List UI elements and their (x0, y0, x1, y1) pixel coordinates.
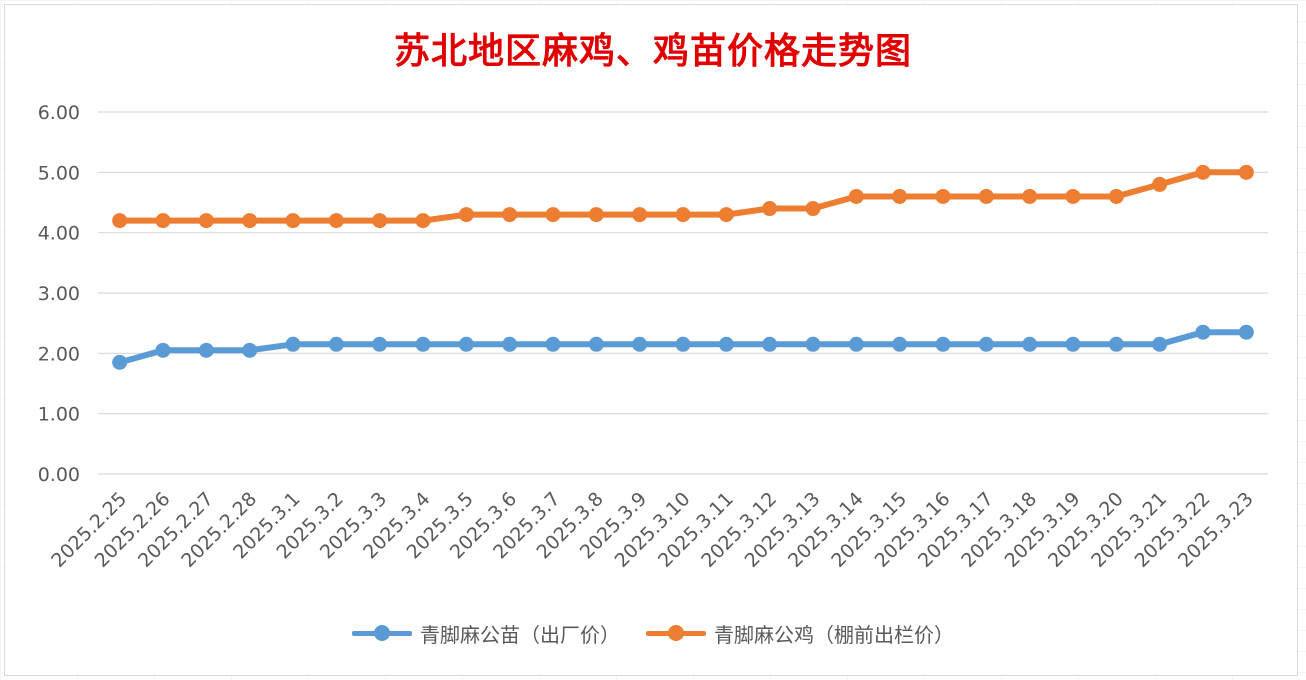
chart-area[interactable] (4, 4, 1298, 676)
data-point-s1-19 (935, 336, 951, 352)
data-point-s2-21 (1022, 188, 1038, 204)
data-point-s2-17 (848, 188, 864, 204)
data-point-s1-7 (415, 336, 431, 352)
data-point-s1-17 (848, 336, 864, 352)
y-tick-label-5: 5.00 (38, 162, 80, 184)
y-tick-label-6: 6.00 (38, 102, 80, 124)
data-point-s2-0 (112, 213, 128, 229)
data-point-s2-8 (458, 207, 474, 223)
data-point-s2-19 (935, 188, 951, 204)
data-point-s2-9 (502, 207, 518, 223)
legend-swatch-series-2 (646, 618, 706, 648)
data-point-s1-14 (718, 336, 734, 352)
chart-title: 苏北地区麻鸡、鸡苗价格走势图 (393, 30, 912, 72)
data-point-s1-24 (1152, 336, 1168, 352)
data-point-s2-5 (328, 213, 344, 229)
data-point-s2-11 (588, 207, 604, 223)
data-point-s2-26 (1238, 164, 1254, 180)
data-point-s1-25 (1195, 324, 1211, 340)
y-tick-label-1: 1.00 (38, 404, 80, 426)
y-tick-label-2: 2.00 (38, 343, 80, 365)
data-point-s2-18 (892, 188, 908, 204)
data-point-s1-20 (978, 336, 994, 352)
data-point-s2-1 (155, 213, 171, 229)
data-point-s1-18 (892, 336, 908, 352)
data-point-s1-16 (805, 336, 821, 352)
data-point-s1-15 (762, 336, 778, 352)
data-point-s1-23 (1108, 336, 1124, 352)
y-tick-label-4: 4.00 (38, 223, 80, 245)
data-point-s2-15 (762, 201, 778, 217)
data-point-s1-13 (675, 336, 691, 352)
data-point-s1-26 (1238, 324, 1254, 340)
data-point-s1-2 (198, 342, 214, 358)
data-point-s1-4 (285, 336, 301, 352)
data-point-s1-9 (502, 336, 518, 352)
data-point-s2-12 (632, 207, 648, 223)
data-point-s2-2 (198, 213, 214, 229)
data-point-s2-20 (978, 188, 994, 204)
data-point-s2-25 (1195, 164, 1211, 180)
legend: 青脚麻公苗（出厂价） 青脚麻公鸡（棚前出栏价） (0, 618, 1306, 648)
data-point-s1-12 (632, 336, 648, 352)
data-point-s1-10 (545, 336, 561, 352)
data-point-s1-5 (328, 336, 344, 352)
data-point-s1-6 (372, 336, 388, 352)
data-point-s2-7 (415, 213, 431, 229)
legend-label-series-2: 青脚麻公鸡（棚前出栏价） (714, 622, 954, 647)
data-point-s1-8 (458, 336, 474, 352)
data-point-s2-3 (242, 213, 258, 229)
data-point-s2-6 (372, 213, 388, 229)
legend-item-series-1: 青脚麻公苗（出厂价） (352, 618, 620, 648)
data-point-s2-10 (545, 207, 561, 223)
data-point-s2-23 (1108, 188, 1124, 204)
data-point-s1-11 (588, 336, 604, 352)
data-point-s1-21 (1022, 336, 1038, 352)
y-tick-label-0: 0.00 (38, 464, 80, 486)
legend-swatch-series-1 (352, 618, 412, 648)
data-point-s2-13 (675, 207, 691, 223)
data-point-s1-3 (242, 342, 258, 358)
legend-item-series-2: 青脚麻公鸡（棚前出栏价） (646, 618, 954, 648)
legend-label-series-1: 青脚麻公苗（出厂价） (420, 622, 620, 647)
data-point-s1-22 (1065, 336, 1081, 352)
data-point-s2-4 (285, 213, 301, 229)
data-point-s2-14 (718, 207, 734, 223)
data-point-s2-16 (805, 201, 821, 217)
y-tick-label-3: 3.00 (38, 283, 80, 305)
data-point-s1-1 (155, 342, 171, 358)
data-point-s2-24 (1152, 176, 1168, 192)
data-point-s2-22 (1065, 188, 1081, 204)
data-point-s1-0 (112, 354, 128, 370)
